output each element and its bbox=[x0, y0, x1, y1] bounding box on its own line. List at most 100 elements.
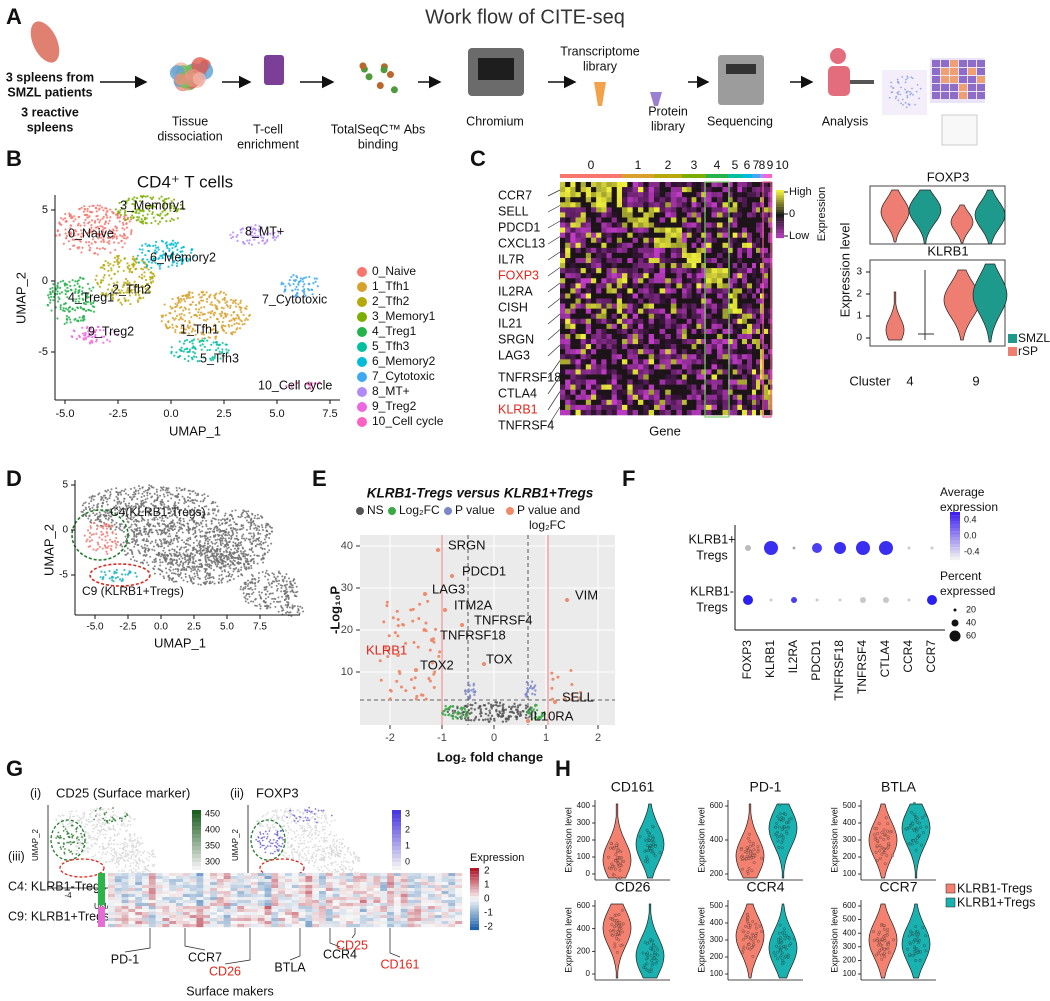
cell-dot bbox=[119, 259, 122, 262]
cell-dot bbox=[211, 304, 214, 307]
mini-plot bbox=[890, 81, 893, 84]
heatmap-cell bbox=[622, 349, 628, 355]
heatmap-cell bbox=[747, 247, 753, 254]
heatmap-cell bbox=[711, 359, 718, 365]
heatmap-cell bbox=[691, 369, 697, 375]
heatmap-cell bbox=[768, 212, 773, 218]
cell-dot bbox=[185, 338, 189, 342]
heatmap-cell bbox=[752, 252, 757, 259]
heatmap-cell bbox=[591, 247, 597, 254]
cell-dot bbox=[102, 499, 105, 502]
cell-dot bbox=[189, 303, 192, 306]
heatmap-cell bbox=[616, 349, 623, 355]
cell-dot bbox=[177, 298, 181, 301]
heatmap-cell bbox=[711, 409, 718, 416]
cell-dot bbox=[203, 567, 206, 570]
cell-dot bbox=[141, 214, 145, 217]
heatmap-cell bbox=[706, 202, 712, 208]
heatmap-cell bbox=[648, 197, 655, 203]
cell-dot bbox=[151, 212, 154, 216]
heatmap-cell bbox=[616, 252, 623, 259]
heatmap-cell bbox=[616, 379, 623, 385]
heatmap-cell bbox=[648, 257, 655, 264]
x-tick-label: 0.0 bbox=[163, 408, 178, 420]
heatmap-cell bbox=[638, 227, 644, 233]
heatmap-cell bbox=[665, 207, 672, 213]
cell-dot bbox=[109, 490, 112, 493]
cell-dot bbox=[201, 299, 205, 302]
heatmap-cell bbox=[616, 384, 623, 390]
heatmap-cell bbox=[596, 354, 602, 360]
heatmap-cell bbox=[596, 399, 602, 406]
heatmap-cell bbox=[611, 263, 618, 269]
cell-dot bbox=[100, 293, 103, 296]
cell-dot bbox=[248, 239, 251, 242]
cell-dot bbox=[130, 230, 133, 234]
cell-dot bbox=[165, 525, 168, 528]
heatmap-cell bbox=[706, 379, 712, 385]
heatmap-cell bbox=[560, 268, 566, 274]
heatmap-cell bbox=[686, 339, 692, 345]
heatmap-cell bbox=[616, 303, 623, 309]
heatmap-cell bbox=[756, 298, 761, 304]
heatmap-cell bbox=[627, 399, 633, 406]
heatmap-cell bbox=[682, 404, 688, 411]
cell-dot bbox=[170, 554, 173, 557]
heatmap-cell bbox=[611, 247, 618, 254]
cell-dot bbox=[167, 535, 170, 538]
heatmap-cell bbox=[565, 344, 571, 350]
cell-dot bbox=[120, 303, 124, 306]
heatmap-cell bbox=[575, 227, 581, 233]
heatmap-cell bbox=[627, 192, 633, 198]
heatmap-cell bbox=[682, 197, 688, 203]
cell-dot bbox=[66, 286, 69, 289]
cell-dot bbox=[135, 524, 138, 527]
heatmap-cell bbox=[682, 273, 688, 279]
heatmap-cell bbox=[601, 379, 607, 385]
cell-dot bbox=[118, 292, 121, 295]
heatmap-cell bbox=[706, 217, 712, 223]
cell-dot bbox=[91, 506, 94, 509]
heatmap-cell bbox=[585, 217, 592, 223]
heatmap-cell bbox=[760, 288, 765, 294]
heatmap-cell bbox=[622, 328, 628, 335]
cell-dot bbox=[115, 235, 118, 238]
cell-dot bbox=[203, 306, 206, 309]
heatmap-cell bbox=[747, 394, 753, 401]
cell-dot bbox=[65, 321, 68, 324]
heatmap-cell bbox=[676, 192, 683, 198]
heatmap-cell bbox=[756, 339, 761, 345]
heatmap-cell bbox=[717, 354, 723, 360]
cell-dot bbox=[221, 298, 224, 301]
heatmap-cell bbox=[591, 197, 597, 203]
cell-dot bbox=[126, 520, 129, 523]
heatmap-cell bbox=[722, 364, 729, 370]
cell-dot bbox=[104, 496, 107, 499]
cell-dot bbox=[115, 521, 118, 524]
cell-dot bbox=[175, 264, 179, 268]
cell-dot bbox=[199, 344, 202, 347]
heatmap-cell bbox=[606, 354, 612, 360]
heatmap-cell bbox=[764, 288, 769, 294]
heatmap-cell bbox=[648, 404, 655, 411]
heatmap-cell bbox=[638, 323, 644, 330]
cell-dot bbox=[108, 228, 111, 232]
cell-dot bbox=[230, 575, 233, 578]
cell-dot bbox=[229, 579, 232, 582]
cell-dot bbox=[58, 222, 61, 225]
cell-dot bbox=[108, 340, 111, 343]
heatmap-cell bbox=[665, 404, 672, 411]
heatmap-cell bbox=[682, 308, 688, 314]
cell-dot bbox=[64, 228, 67, 231]
heatmap-cell bbox=[570, 278, 576, 284]
cell-dot bbox=[86, 207, 89, 210]
heatmap-cell bbox=[670, 222, 677, 228]
cell-dot bbox=[162, 205, 165, 209]
cell-dot bbox=[56, 286, 59, 289]
heatmap-cell bbox=[722, 283, 729, 289]
cell-dot bbox=[198, 565, 201, 568]
mini-plot bbox=[906, 95, 909, 97]
cell-dot bbox=[80, 232, 83, 235]
heatmap-cell bbox=[560, 404, 566, 411]
legend-gradient bbox=[776, 228, 784, 231]
